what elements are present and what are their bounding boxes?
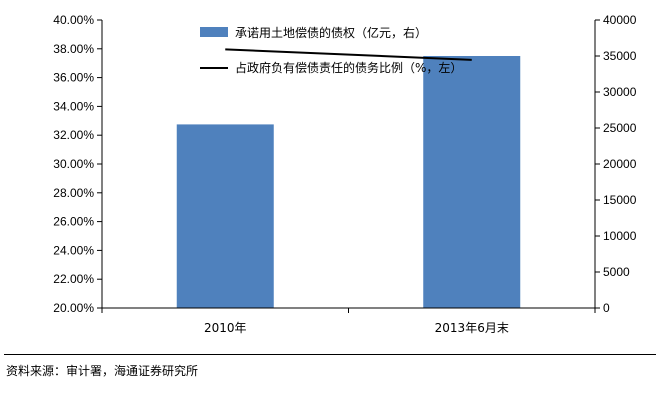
- left-axis-tick-label: 20.00%: [53, 301, 94, 315]
- left-axis-tick-label: 28.00%: [53, 186, 94, 200]
- left-axis: 20.00% 22.00% 24.00% 26.00% 28.00% 30.00% 32.0…: [53, 13, 103, 315]
- right-axis-tick-label: 30000: [603, 85, 637, 99]
- right-axis: 0 5000 10000 15000 20000 25000 30000 35000 40000: [594, 13, 637, 315]
- chart: 20.00% 22.00% 24.00% 26.00% 28.00% 30.00% 32.0…: [53, 13, 637, 335]
- legend-swatch-bar: [200, 27, 228, 37]
- left-axis-tick-label: 38.00%: [53, 42, 94, 56]
- left-axis-tick-label: 36.00%: [53, 71, 94, 85]
- line-series-path: [225, 48, 472, 61]
- bar: [423, 56, 521, 308]
- right-axis-tick-label: 25000: [603, 121, 637, 135]
- left-axis-tick-label: 34.00%: [53, 99, 94, 113]
- right-axis-tick-label: 20000: [603, 157, 637, 171]
- x-axis-category-label: 2013年6月末: [435, 321, 509, 335]
- left-axis-tick-label: 40.00%: [53, 13, 94, 27]
- left-axis-tick-label: 26.00%: [53, 215, 94, 229]
- legend-label-line: 占政府负有偿债责任的债务比例（%，左）: [235, 60, 462, 75]
- right-axis-tick-label: 35000: [603, 49, 637, 63]
- right-axis-tick-label: 40000: [603, 13, 637, 27]
- source-divider: [4, 354, 656, 355]
- right-axis-tick-label: 15000: [603, 193, 637, 207]
- x-axis-category-label: 2010年: [204, 321, 247, 335]
- line-series: [225, 48, 472, 61]
- x-axis: 2010年 2013年6月末: [101, 307, 596, 335]
- left-axis-tick-label: 32.00%: [53, 128, 94, 142]
- right-axis-tick-label: 5000: [603, 265, 630, 279]
- legend: 承诺用土地偿债的债权（亿元，右） 占政府负有偿债责任的债务比例（%，左）: [200, 25, 462, 75]
- left-axis-tick-label: 30.00%: [53, 157, 94, 171]
- left-axis-tick-label: 24.00%: [53, 243, 94, 257]
- legend-label-bar: 承诺用土地偿债的债权（亿元，右）: [235, 25, 427, 40]
- right-axis-tick-label: 10000: [603, 229, 637, 243]
- left-axis-tick-label: 22.00%: [53, 272, 94, 286]
- bars: [176, 56, 521, 309]
- right-axis-tick-label: 0: [603, 301, 610, 315]
- bar: [176, 124, 274, 309]
- source-note: 资料来源：审计署，海通证券研究所: [6, 364, 199, 378]
